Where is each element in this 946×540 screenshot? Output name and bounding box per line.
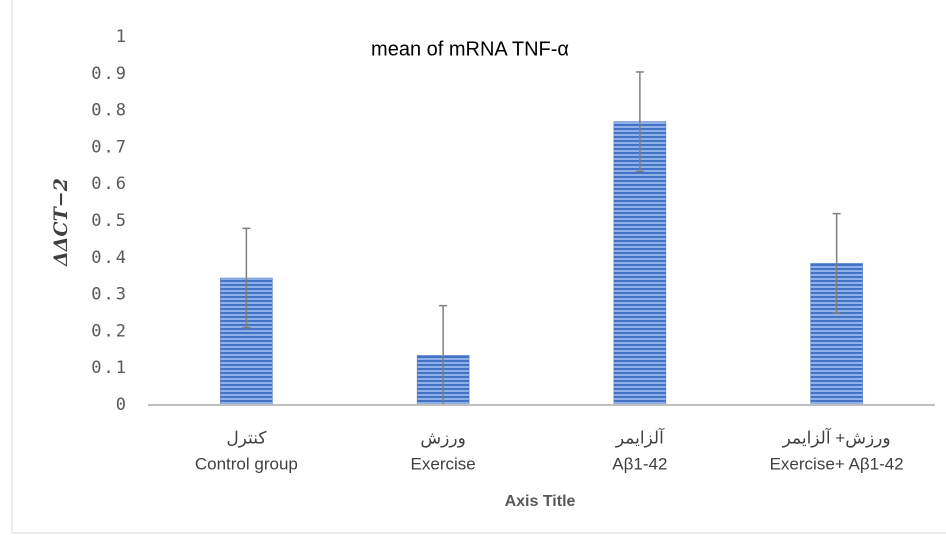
y-tick-label: 0.1	[91, 358, 128, 378]
y-tick-label: 0.7	[91, 137, 128, 157]
x-tick-label: Exercise	[411, 454, 476, 473]
y-tick-label: 0.9	[91, 64, 128, 84]
x-tick-label: آلزایمر	[615, 426, 665, 448]
y-tick-label: 0.4	[91, 248, 128, 268]
y-tick-label: 0.3	[91, 285, 128, 305]
x-axis-title: Axis Title	[505, 493, 576, 510]
y-tick-label: 0	[116, 395, 128, 415]
y-tick-label: 0.6	[91, 174, 128, 194]
x-tick-label: کنترل	[226, 428, 267, 448]
y-tick-label: 0.5	[91, 211, 128, 231]
x-tick-label: Control group	[195, 454, 298, 473]
x-tick-label: Aβ1-42	[612, 454, 667, 473]
x-tick-label: Exercise+ Aβ1-42	[770, 454, 904, 473]
chart-title: mean of mRNA TNF-α	[371, 38, 569, 60]
error-bar	[832, 212, 841, 314]
y-tick-label: 0.2	[91, 321, 128, 341]
error-bar	[635, 71, 644, 173]
y-axis-title: ΔΔCT−2	[50, 178, 72, 267]
y-tick-label: 1	[116, 27, 128, 47]
error-bar	[242, 227, 251, 329]
x-tick-label: ورزش+ آلزایمر	[782, 426, 891, 448]
y-tick-label: 0.8	[91, 101, 128, 121]
x-tick-label: ورزش	[420, 428, 465, 448]
